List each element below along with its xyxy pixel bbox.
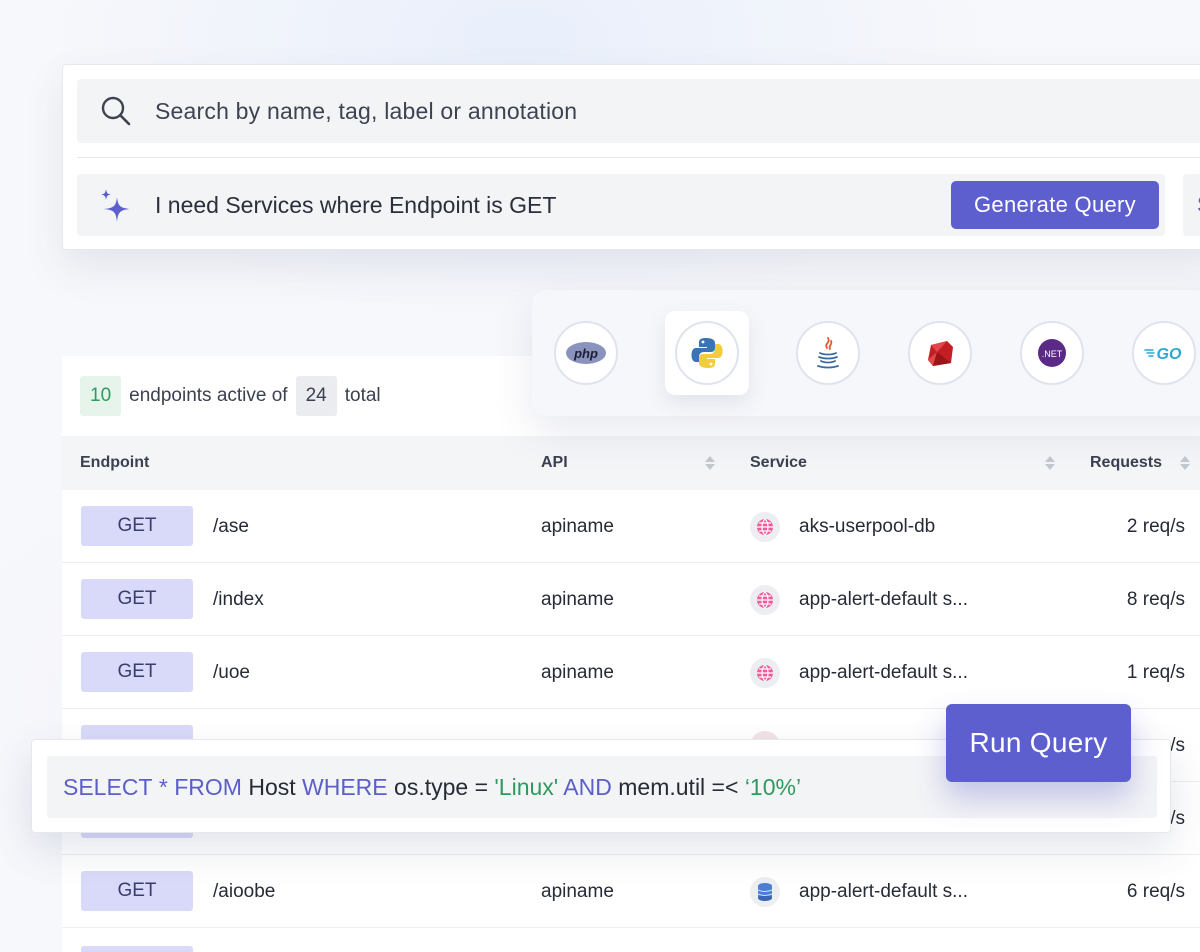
go-label: GO (1157, 346, 1182, 363)
service-name: app-alert-default s... (799, 588, 968, 610)
go-logo-icon[interactable]: GO (1132, 321, 1196, 385)
api-name: apiname (541, 588, 614, 610)
dotnet-label: .NET (1042, 349, 1063, 359)
keyword-from: FROM (174, 773, 242, 800)
keyword-where: WHERE (302, 773, 388, 800)
api-name: apiname (541, 515, 614, 537)
query-value-1: 'Linux' (494, 773, 559, 800)
column-header-requests[interactable]: Requests (1090, 454, 1163, 471)
endpoint-summary: 10 endpoints active of 24 total (80, 376, 381, 416)
request-rate: 6 req/s (1126, 880, 1185, 902)
request-rate: 8 req/s (1126, 588, 1185, 610)
language-selector: php (532, 290, 1200, 416)
active-count-badge: 10 (80, 376, 122, 416)
keyword-and: AND (558, 773, 619, 800)
sort-service-icon[interactable] (1044, 454, 1056, 472)
column-header-api[interactable]: API (541, 454, 568, 471)
endpoint-path: /uoe (213, 661, 250, 683)
method-badge: GET (81, 652, 193, 692)
method-badge: GET (81, 871, 193, 911)
api-name: apiname (541, 880, 614, 902)
globe-icon (750, 512, 780, 542)
active-text: endpoints active of (129, 385, 288, 406)
java-logo-icon[interactable] (796, 321, 860, 385)
query-value-2: ‘10%’ (744, 773, 802, 800)
query-table: Host (241, 773, 303, 800)
column-header-endpoint[interactable]: Endpoint (80, 454, 150, 471)
total-text: total (344, 385, 381, 406)
table-row[interactable]: GET /ase apiname aks-userpool-db 2 req/s (62, 490, 1200, 563)
table-row[interactable]: GET /aioobe apiname app-alert-default s.… (62, 855, 1200, 928)
globe-icon (750, 658, 780, 688)
python-logo-icon (675, 321, 739, 385)
api-name: apiname (541, 661, 614, 683)
query-condition-1: os.type = (387, 773, 495, 800)
ruby-logo-icon[interactable] (908, 321, 972, 385)
query-condition-2: mem.util =< (618, 773, 745, 800)
request-rate-partial: /s (1170, 734, 1185, 756)
table-row[interactable]: GET /index apiname app-alert-default s..… (62, 563, 1200, 636)
generate-query-button[interactable]: Generate Query (951, 181, 1159, 229)
run-query-button[interactable]: Run Query (946, 704, 1131, 782)
sort-requests-icon[interactable] (1179, 454, 1191, 472)
column-header-service[interactable]: Service (750, 454, 807, 471)
keyword-select: SELECT (63, 773, 153, 800)
total-count-badge: 24 (295, 376, 337, 416)
method-badge (81, 946, 193, 952)
search-placeholder: Search by name, tag, label or annotation (155, 97, 578, 124)
search-icon (77, 94, 155, 128)
endpoint-path: /index (213, 588, 264, 610)
ai-prompt-text: I need Services where Endpoint is GET (155, 191, 557, 218)
request-rate: 2 req/s (1126, 515, 1185, 537)
sparkle-icon (77, 187, 155, 223)
service-name: app-alert-default s... (799, 880, 968, 902)
service-name: aks-userpool-db (799, 515, 936, 537)
endpoint-path: /ase (213, 515, 249, 537)
request-rate-partial: /s (1170, 807, 1185, 829)
table-row[interactable]: GET /uoe apiname app-alert-default s... … (62, 636, 1200, 709)
database-icon (750, 877, 780, 907)
method-badge: GET (81, 506, 193, 546)
query-star: * (152, 773, 175, 800)
search-input[interactable]: Search by name, tag, label or annotation (77, 79, 1200, 143)
dotnet-logo-icon[interactable]: .NET (1020, 321, 1084, 385)
php-label: php (573, 346, 598, 361)
sort-api-icon[interactable] (704, 454, 716, 472)
endpoints-table-card: 10 endpoints active of 24 total Endpoint… (62, 356, 1200, 952)
service-name: app-alert-default s... (799, 661, 968, 683)
side-action-button[interactable]: S (1183, 174, 1200, 236)
search-card: Search by name, tag, label or annotation… (62, 64, 1200, 250)
request-rate: 1 req/s (1126, 661, 1185, 683)
python-tile[interactable] (665, 311, 749, 395)
php-logo-icon[interactable]: php (554, 321, 618, 385)
divider (77, 157, 1200, 158)
globe-icon (750, 585, 780, 615)
method-badge: GET (81, 579, 193, 619)
endpoint-path: /aioobe (213, 880, 276, 902)
table-header: Endpoint API Service Requests (62, 436, 1200, 490)
